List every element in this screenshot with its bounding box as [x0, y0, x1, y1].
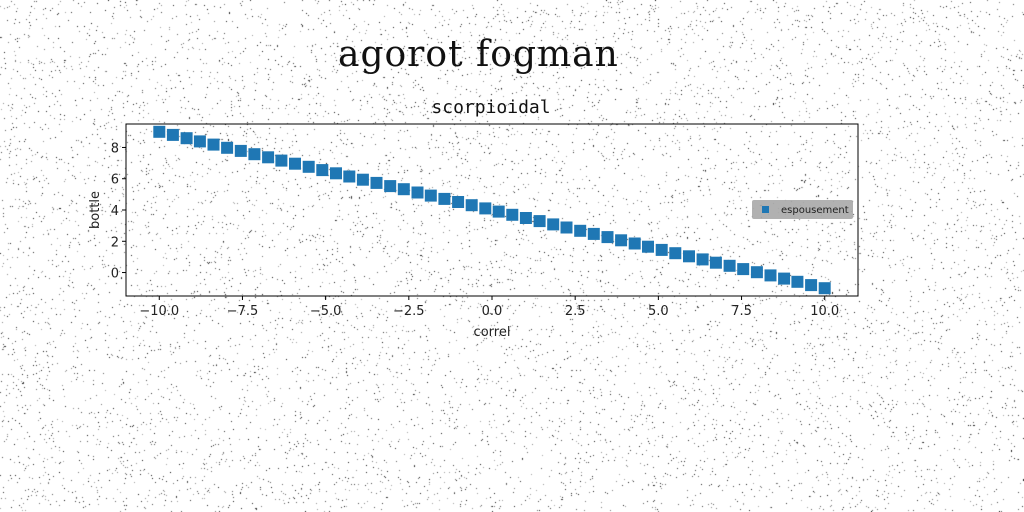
- scatter-point: [805, 279, 818, 292]
- scatter-point: [221, 141, 234, 154]
- scatter-point: [696, 253, 709, 266]
- scatter-point: [750, 266, 763, 279]
- scatter-point: [628, 237, 641, 250]
- scatter-point: [289, 157, 301, 170]
- scatter-point: [547, 218, 560, 231]
- x-tick-label: 0.0: [482, 304, 503, 319]
- x-tick-label: −2.5: [393, 304, 425, 319]
- scatter-point: [791, 275, 804, 288]
- scatter-point: [615, 234, 628, 247]
- scatter-point: [275, 154, 288, 167]
- x-axis: −10.0 −7.5 −5.0 −2.5 0.0 2.5 5.0 7.5 10.0: [139, 296, 839, 319]
- scatter-point: [193, 135, 206, 148]
- x-tick-label: 5.0: [648, 304, 669, 319]
- scatter-point: [316, 164, 329, 177]
- scatter-point: [560, 221, 573, 234]
- x-tick-label: −10.0: [139, 304, 179, 319]
- y-tick-label: 0: [111, 267, 119, 282]
- x-tick-label: 7.5: [731, 304, 752, 319]
- chart-title: scorpioidal: [431, 97, 550, 118]
- scatter-point: [764, 269, 777, 282]
- y-tick-label: 6: [111, 173, 119, 188]
- scatter-point: [424, 189, 437, 202]
- scatter-point: [343, 170, 356, 183]
- scatter-point: [438, 192, 451, 205]
- figure-suptitle: agorot fogman: [338, 34, 619, 75]
- legend-label: espousement: [781, 205, 849, 216]
- scatter-point: [709, 256, 722, 269]
- x-tick-label: −7.5: [227, 304, 259, 319]
- y-tick-label: 2: [111, 235, 119, 250]
- scatter-point: [655, 243, 668, 256]
- scatter-point: [587, 227, 600, 240]
- y-tick-label: 4: [111, 204, 119, 219]
- x-tick-label: 10.0: [810, 304, 839, 319]
- scatter-point: [356, 173, 369, 186]
- scatter-point: [737, 263, 750, 276]
- scatter-point: [180, 132, 193, 145]
- scatter-point: [818, 282, 831, 295]
- legend-frame: [752, 200, 853, 219]
- y-axis: 0 2 4 6 8: [111, 141, 126, 282]
- x-axis-label: correl: [474, 325, 511, 340]
- scatter-point: [452, 196, 465, 208]
- scatter-point: [669, 247, 682, 260]
- scatter-point: [397, 183, 410, 196]
- legend-marker: [762, 206, 769, 213]
- scatter-point: [262, 151, 275, 164]
- scatter-point: [411, 186, 424, 199]
- scatter-point: [384, 180, 397, 193]
- scatter-point: [506, 208, 519, 221]
- y-axis-label: bottle: [88, 191, 103, 229]
- scatter-point: [370, 176, 383, 189]
- scatter-point: [166, 128, 179, 141]
- scatter-point: [683, 250, 695, 263]
- x-tick-label: 2.5: [565, 304, 586, 319]
- scatter-point: [302, 160, 315, 173]
- scatter-point: [519, 212, 532, 224]
- scatter-point: [479, 202, 492, 215]
- scatter-point: [207, 138, 220, 151]
- series-markers: [153, 125, 831, 295]
- scatter-point: [642, 240, 654, 253]
- scatter-point: [778, 272, 791, 285]
- scatter-point: [234, 144, 247, 157]
- x-tick-label: −5.0: [310, 304, 342, 319]
- scatter-point: [248, 148, 261, 161]
- scatter-point: [465, 199, 478, 212]
- legend: espousement: [752, 200, 853, 219]
- y-tick-label: 8: [111, 141, 119, 156]
- scatter-point: [601, 231, 614, 244]
- scatter-point: [723, 259, 736, 272]
- scatter-point: [330, 167, 342, 180]
- scatter-point: [533, 215, 546, 228]
- scatter-point: [574, 224, 587, 237]
- scatter-point: [153, 125, 166, 138]
- scatter-point: [492, 205, 505, 218]
